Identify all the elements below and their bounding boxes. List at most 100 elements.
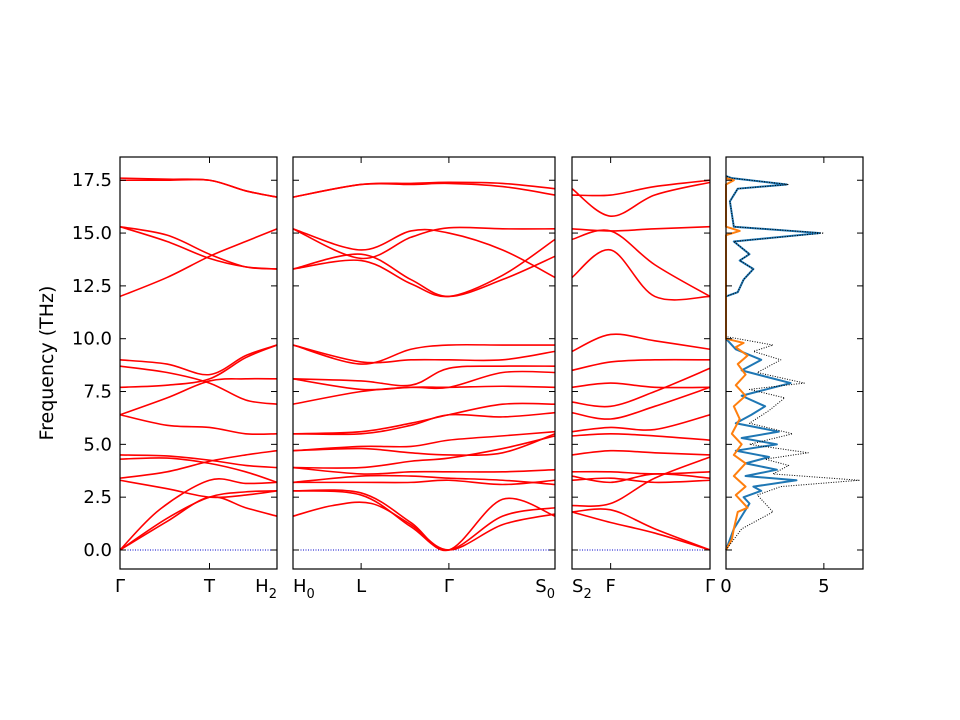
- phonon-band: [292, 365, 556, 387]
- phonon-band: [571, 249, 711, 301]
- phonon-band: [119, 178, 278, 198]
- phonon-band: [292, 433, 556, 456]
- x-tick-letter: T: [203, 576, 216, 597]
- phonon-band: [292, 466, 556, 475]
- phonon-band: [119, 228, 278, 298]
- phonon-band: [292, 226, 556, 260]
- x-tick-label: Γ: [115, 576, 125, 597]
- x-tick-label: Γ: [444, 576, 454, 597]
- phonon-band: [292, 182, 556, 198]
- phonon-band: [571, 179, 711, 197]
- phonon-band: [292, 344, 556, 364]
- x-tick-label: L: [356, 576, 366, 597]
- phonon-band: [292, 402, 556, 435]
- x-tick-letter: S: [572, 576, 583, 597]
- phonon-band: [292, 411, 556, 436]
- phonon-band: [292, 430, 556, 452]
- x-tick-letter: S: [535, 576, 546, 597]
- y-tick-label: 2.5: [83, 487, 112, 508]
- phonon-band: [292, 253, 556, 298]
- x-tick-letter: H: [255, 576, 269, 597]
- phonon-band: [119, 457, 278, 484]
- phonon-band: [571, 508, 711, 551]
- phonon-band: [292, 343, 555, 365]
- phonon-band: [119, 344, 278, 389]
- x-tick-letter: Γ: [115, 576, 125, 597]
- phonon-band: [119, 490, 278, 551]
- phonon-band: [292, 489, 556, 552]
- x-tick-label: S2: [572, 576, 592, 602]
- phonon-band: [571, 367, 711, 408]
- y-tick-label: 5.0: [83, 434, 112, 455]
- x-tick-label: Γ: [705, 576, 715, 597]
- x-tick-label: F: [605, 576, 615, 597]
- phonon-band: [292, 435, 556, 469]
- phonon-band: [571, 456, 711, 507]
- phonon-band: [571, 449, 711, 456]
- panel-frame: [292, 156, 556, 570]
- phonon-band: [571, 473, 711, 484]
- band-panel-2: H0 L Γ S0: [292, 156, 556, 602]
- dos-x-tick-label: 0: [720, 576, 731, 597]
- y-axis-label: Frequency (THz): [36, 286, 58, 441]
- x-tick-letter: Γ: [444, 576, 454, 597]
- x-tick-label: H0: [293, 576, 315, 602]
- phonon-band: [571, 382, 711, 389]
- y-tick-label: 0.0: [83, 540, 112, 561]
- dos-panel-frame: [725, 156, 864, 570]
- x-tick-subscript: 0: [547, 587, 555, 602]
- chart-content: Γ T H20.02.55.07.510.012.515.017.5H0 L Γ S0 S2…: [72, 156, 864, 602]
- phonon-band: [292, 501, 556, 551]
- y-tick-label: 15.0: [72, 223, 112, 244]
- phonon-band: [571, 358, 711, 372]
- band-panel-3: S2 F Γ: [571, 156, 715, 602]
- dos-curve-3: [725, 175, 860, 551]
- phonon-band: [292, 228, 556, 279]
- x-tick-subscript: 0: [307, 587, 315, 602]
- phonon-band: [119, 449, 278, 479]
- panel-frame: [571, 156, 711, 570]
- phonon-band: [571, 229, 711, 298]
- band-panel-1: Γ T H2: [115, 156, 278, 602]
- phonon-band: [119, 344, 278, 376]
- panel-frame: [119, 156, 278, 570]
- phonon-band: [292, 370, 556, 391]
- y-tick-label: 12.5: [72, 276, 112, 297]
- phonon-band: [119, 479, 278, 499]
- phonon-band: [571, 511, 711, 551]
- phonon-band: [571, 386, 711, 420]
- phonon-band: [571, 470, 711, 475]
- y-tick-label: 10.0: [72, 329, 112, 350]
- x-tick-label: S0: [535, 576, 555, 602]
- phonon-band: [119, 413, 278, 436]
- x-tick-subscript: 2: [583, 587, 591, 602]
- phonon-band: [119, 177, 278, 198]
- phonon-band: [119, 365, 278, 405]
- x-tick-letter: H: [293, 576, 307, 597]
- y-tick-label: 7.5: [83, 382, 112, 403]
- x-tick-letter: F: [605, 576, 615, 597]
- phonon-band: [571, 413, 711, 433]
- phonon-band: [119, 377, 278, 416]
- phonon-band: [293, 479, 556, 486]
- dos-curve-2: [725, 177, 749, 551]
- phonon-band: [571, 432, 711, 441]
- phonon-band: [571, 181, 711, 217]
- dos-curve-1: [725, 175, 821, 551]
- x-tick-letter: Γ: [705, 576, 715, 597]
- phonon-band: [571, 225, 711, 232]
- x-tick-letter: L: [356, 576, 366, 597]
- x-tick-label: H2: [255, 576, 277, 602]
- phonon-band: [292, 238, 556, 298]
- phonon-band: [119, 478, 278, 551]
- phonon-band: [292, 385, 556, 405]
- phonon-band: [571, 333, 711, 353]
- phonon-band: [119, 454, 278, 469]
- y-tick-label: 17.5: [72, 170, 112, 191]
- phonon-band: [292, 490, 556, 551]
- phonon-band: [119, 225, 278, 270]
- phonon-band: [292, 474, 556, 486]
- x-tick-subscript: 2: [269, 587, 277, 602]
